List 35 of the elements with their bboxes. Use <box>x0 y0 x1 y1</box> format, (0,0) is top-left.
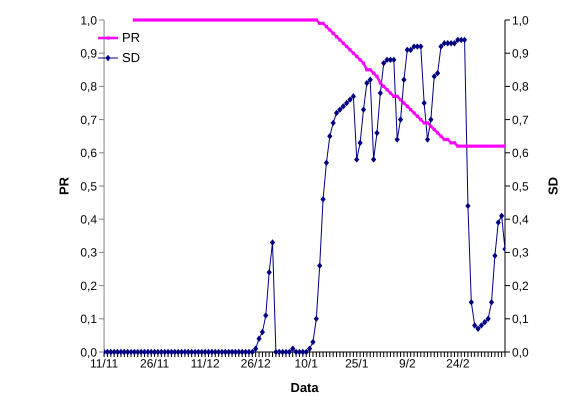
y2-tick-label: 1,0 <box>512 13 530 28</box>
y2-tick-label: 0,3 <box>512 246 530 260</box>
y2-tick-label: 0,4 <box>512 212 530 226</box>
y-tick-label: 0,5 <box>80 179 98 194</box>
y-tick-label: 0,9 <box>80 46 98 60</box>
y-axis-title: PR <box>56 176 72 196</box>
legend-label: SD <box>122 49 140 67</box>
y2-axis-title: SD <box>546 176 561 196</box>
y-tick-label: 0,4 <box>80 212 98 226</box>
x-tick-label: 25/1 <box>345 356 369 371</box>
y-tick-label: 0,8 <box>80 80 98 94</box>
y2-tick-label: 0,5 <box>512 179 530 194</box>
legend-label: PR <box>122 29 140 47</box>
y2-tick-label: 0,0 <box>512 345 530 360</box>
x-tick-label: 11/11 <box>90 356 119 371</box>
x-tick-label: 26/12 <box>240 356 272 371</box>
x-tick-label: 9/2 <box>398 356 416 371</box>
y-tick-label: 1,0 <box>80 13 98 28</box>
y2-tick-label: 0,9 <box>512 46 530 60</box>
x-tick-label: 24/2 <box>446 356 470 371</box>
y2-tick-label: 0,2 <box>512 278 530 293</box>
y2-tick-label: 0,6 <box>512 146 530 160</box>
y2-tick-label: 0,1 <box>512 312 530 326</box>
y-tick-label: 0,7 <box>80 112 98 127</box>
y2-tick-label: 0,8 <box>512 80 530 94</box>
x-tick-label: 11/12 <box>190 356 220 371</box>
x-tick-label: 26/11 <box>140 356 170 371</box>
y-tick-label: 0,6 <box>80 146 98 160</box>
y-tick-label: 0,2 <box>80 278 98 293</box>
y-tick-label: 0,0 <box>80 345 98 360</box>
y-tick-label: 0,1 <box>80 312 98 326</box>
y-tick-label: 0,3 <box>80 246 98 260</box>
y2-tick-label: 0,7 <box>512 112 530 127</box>
x-tick-label: 10/1 <box>294 356 318 371</box>
x-axis-title: Data <box>290 380 320 395</box>
